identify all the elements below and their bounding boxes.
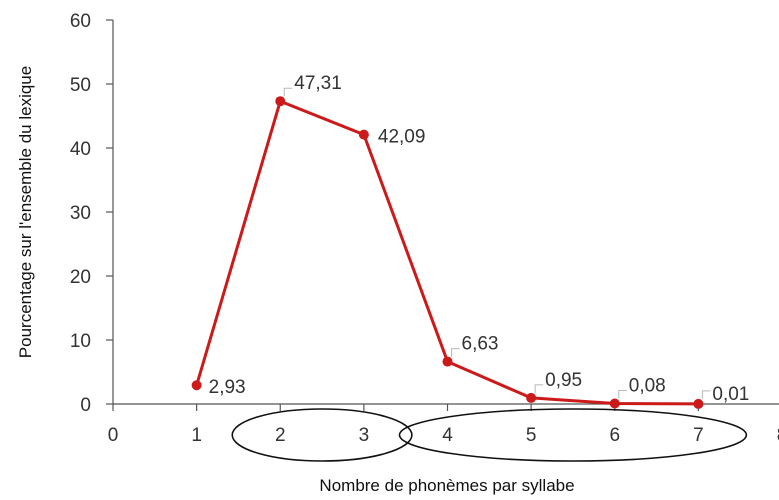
data-label: 0,08	[629, 375, 666, 396]
y-tick-label: 50	[70, 75, 91, 96]
data-point	[442, 356, 453, 367]
data-label: 0,01	[712, 384, 749, 405]
series-layer	[191, 96, 704, 409]
y-tick-label: 30	[70, 203, 91, 224]
x-ticks: 0 1 2 3 4 5 6 7 8	[108, 404, 779, 446]
y-tick-label: 0	[80, 395, 91, 416]
x-tick-label: 0	[108, 425, 119, 446]
label-leader-line	[618, 389, 627, 399]
label-leader-line	[451, 348, 460, 357]
highlight-ellipse	[398, 408, 748, 462]
x-tick-label: 8	[777, 425, 779, 446]
y-axis-title: Pourcentage sur l'ensemble du lexique	[16, 66, 35, 358]
x-tick-label: 5	[526, 425, 537, 446]
data-label: 2,93	[209, 377, 246, 398]
x-axis-title: Nombre de phonèmes par syllabe	[319, 476, 574, 495]
x-tick-label: 6	[609, 425, 620, 446]
data-point	[526, 392, 537, 403]
label-leader-line	[283, 87, 293, 97]
axes	[112, 20, 779, 405]
data-point	[191, 380, 202, 391]
data-label: 42,09	[378, 127, 426, 148]
annotations	[231, 408, 748, 462]
data-point	[693, 398, 704, 409]
x-tick-label: 1	[191, 425, 202, 446]
data-label: 47,31	[294, 73, 342, 94]
data-point	[609, 398, 620, 409]
x-tick-label: 3	[359, 425, 370, 446]
y-tick-label: 10	[70, 331, 91, 352]
x-tick-label: 7	[693, 425, 704, 446]
data-label: 6,63	[462, 334, 499, 355]
y-tick-label: 60	[70, 11, 91, 32]
highlight-ellipse	[231, 408, 413, 462]
x-tick-label: 2	[275, 425, 286, 446]
y-tick-label: 20	[70, 267, 91, 288]
data-label: 0,95	[545, 370, 582, 391]
y-tick-label: 40	[70, 139, 91, 160]
data-point	[275, 96, 286, 107]
data-point	[358, 129, 369, 140]
data-labels: 2,93 47,31 42,09 6,63 0,95 0,08 0,01	[209, 73, 750, 405]
label-leader-line	[534, 384, 544, 393]
label-leader-line	[701, 390, 711, 399]
y-ticks: 0 10 20 30 40 50 60	[70, 11, 113, 416]
x-tick-label: 4	[442, 425, 453, 446]
